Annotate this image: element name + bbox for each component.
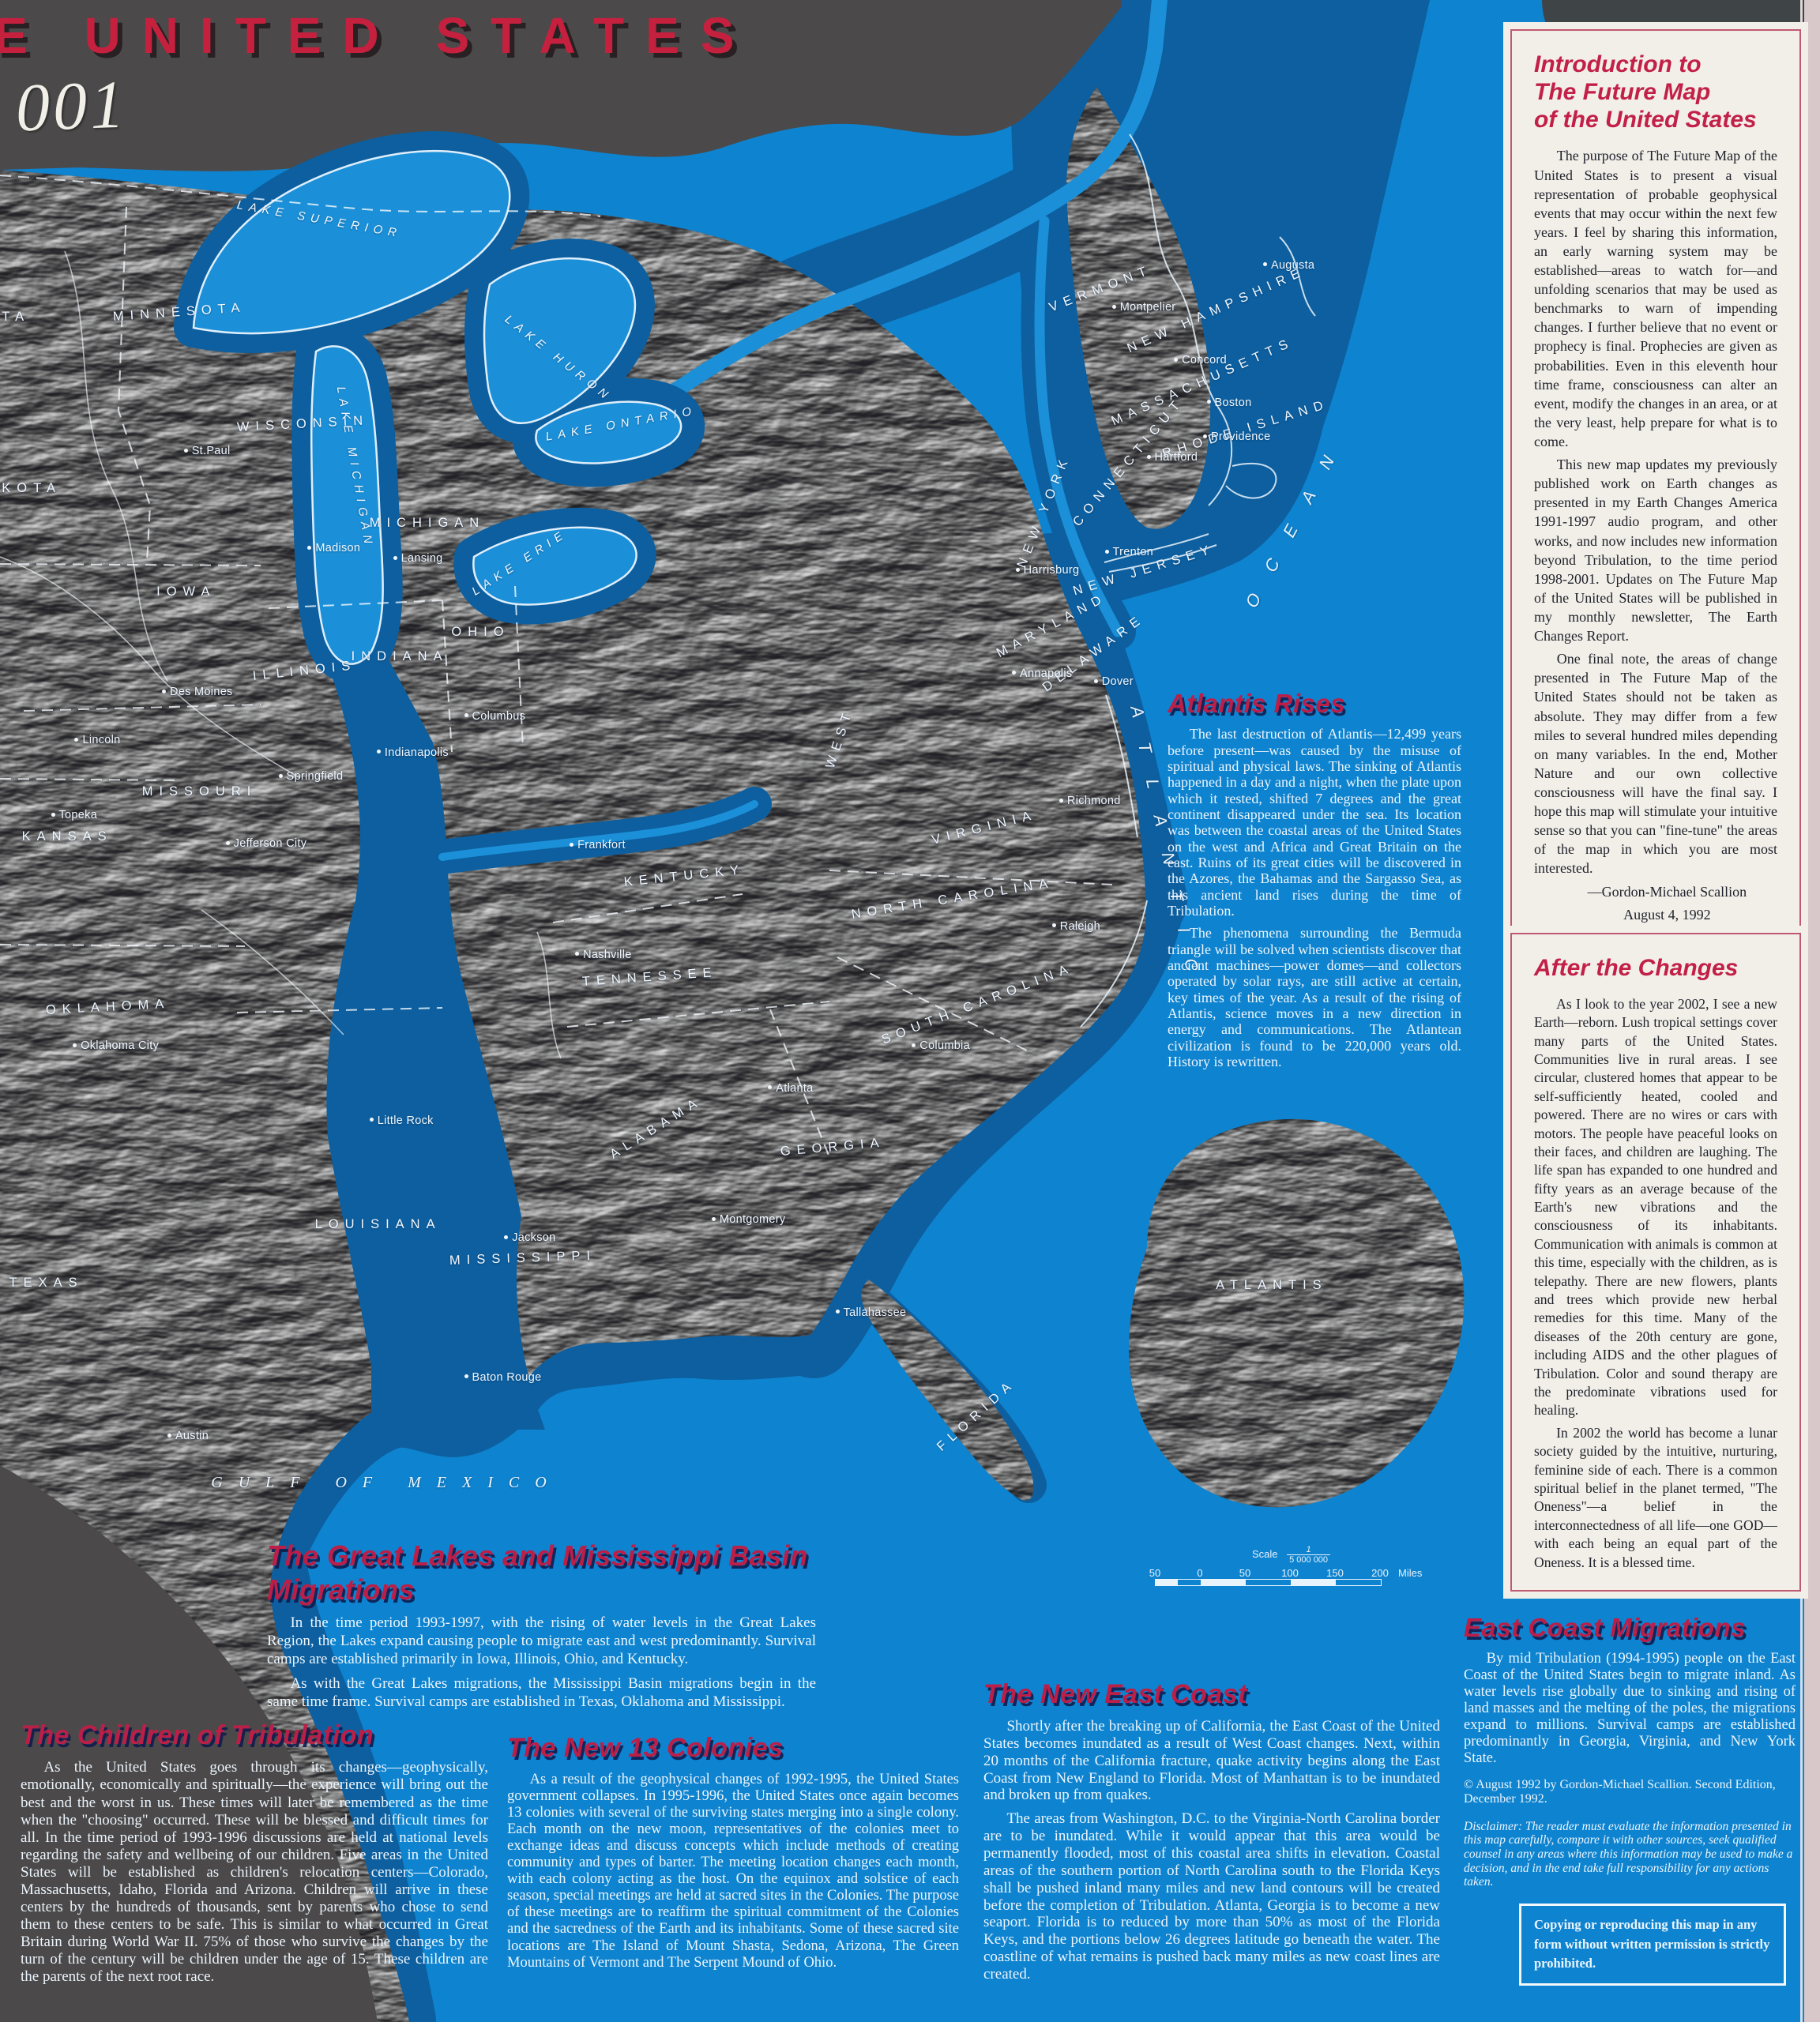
great-lakes-section: The Great Lakes and Mississippi Basin Mi…	[267, 1539, 816, 1717]
st-lawrence-river	[592, 0, 1168, 450]
after-changes-paragraph: As I look to the year 2002, I see a new …	[1534, 995, 1777, 1419]
east-coast-migrations-section: East Coast Migrations By mid Tribulation…	[1464, 1613, 1796, 1986]
new-england-spine	[1066, 87, 1211, 529]
copyright-note: © August 1992 by Gordon-Michael Scallion…	[1464, 1778, 1776, 1806]
scale-ticks: 50 0 50 100 150 200 Miles	[1149, 1567, 1423, 1580]
gray-bottom-left-wedge	[0, 1465, 378, 2022]
state-borders	[0, 175, 1113, 1162]
atlantis-rises-heading: Atlantis Rises	[1168, 689, 1346, 718]
rivers	[0, 250, 562, 1059]
new-13-colonies-section: The New 13 Colonies As a result of the g…	[507, 1733, 959, 1978]
scale-unit: Miles	[1398, 1567, 1423, 1580]
after-changes-paragraph: In 2002 the world has become a lunar soc…	[1534, 1424, 1777, 1570]
introduction-panel: Introduction to The Future Map of the Un…	[1503, 22, 1808, 951]
atlantis-paragraph: The phenomena surrounding the Bermuda tr…	[1168, 925, 1461, 1069]
ohio-river-core	[438, 800, 758, 861]
introduction-paragraph: One final note, the areas of change pres…	[1534, 651, 1777, 877]
east-coast-migrations-heading: East Coast Migrations	[1464, 1613, 1747, 1642]
lake-ontario	[535, 400, 682, 464]
introduction-paragraph: This new map updates my previously publi…	[1534, 457, 1777, 645]
atlantis-island	[1129, 1118, 1465, 1508]
flood-mississippi-basin	[326, 660, 545, 1430]
lake-superior	[192, 149, 511, 335]
poster-year: 001	[14, 66, 129, 146]
new-east-coast-paragraph: The areas from Washington, D.C. to the V…	[983, 1810, 1440, 1983]
introduction-paragraph: The purpose of The Future Map of the Uni…	[1534, 148, 1777, 450]
new-east-coast-section: The New East Coast Shortly after the bre…	[983, 1679, 1440, 1990]
poster-title: E UNITED STATES	[0, 7, 756, 64]
atlantis-paragraph: The last destruction of Atlantis—12,499 …	[1168, 726, 1461, 919]
old-coastlines	[1080, 133, 1316, 1028]
florida-remnant	[861, 1280, 1034, 1501]
disclaimer-text: Disclaimer: The reader must evaluate the…	[1464, 1819, 1793, 1889]
lake-erie	[472, 526, 637, 606]
great-lakes-water	[192, 149, 682, 665]
mainland	[0, 170, 1146, 2022]
children-tribulation-section: The Children of Tribulation As the Unite…	[21, 1720, 488, 1992]
children-paragraph: As the United States goes through its ch…	[21, 1759, 488, 1985]
after-changes-panel: After the Changes As I look to the year …	[1503, 926, 1808, 1599]
lake-michigan	[310, 345, 384, 665]
atlantis-rises-section: Atlantis Rises The last destruction of A…	[1168, 689, 1461, 1076]
great-lakes-paragraph: In the time period 1993-1997, with the r…	[267, 1614, 816, 1667]
signature: —Gordon-Michael Scallion	[1587, 883, 1747, 900]
great-lakes-heading: The Great Lakes and Mississippi Basin Mi…	[267, 1539, 808, 1607]
poster-edge-strip	[1804, 0, 1820, 2022]
flood-texas	[241, 1515, 436, 2022]
after-changes-heading: After the Changes	[1534, 955, 1739, 981]
colonies-paragraph: As a result of the geophysical changes o…	[507, 1771, 959, 1971]
lake-huron	[483, 257, 637, 424]
migrations-paragraph: By mid Tribulation (1994-1995) people on…	[1464, 1650, 1796, 1767]
great-lakes-paragraph: As with the Great Lakes migrations, the …	[267, 1674, 816, 1710]
children-tribulation-heading: The Children of Tribulation	[21, 1720, 374, 1750]
gray-top-band	[0, 0, 1122, 171]
new-east-coast-heading: The New East Coast	[983, 1679, 1247, 1709]
scale-bar-segments	[1155, 1579, 1382, 1587]
new-13-colonies-heading: The New 13 Colonies	[507, 1733, 784, 1763]
new-east-coast-paragraph: Shortly after the breaking up of Califor…	[983, 1718, 1440, 1804]
copy-prohibition-box: Copying or reproducing this map in any f…	[1519, 1903, 1786, 1986]
hudson-champlain-river	[1034, 216, 1123, 637]
scale-label: Scale	[1251, 1548, 1278, 1561]
signature-date: August 4, 1992	[1623, 906, 1711, 923]
introduction-heading: Introduction to The Future Map of the Un…	[1534, 51, 1757, 133]
